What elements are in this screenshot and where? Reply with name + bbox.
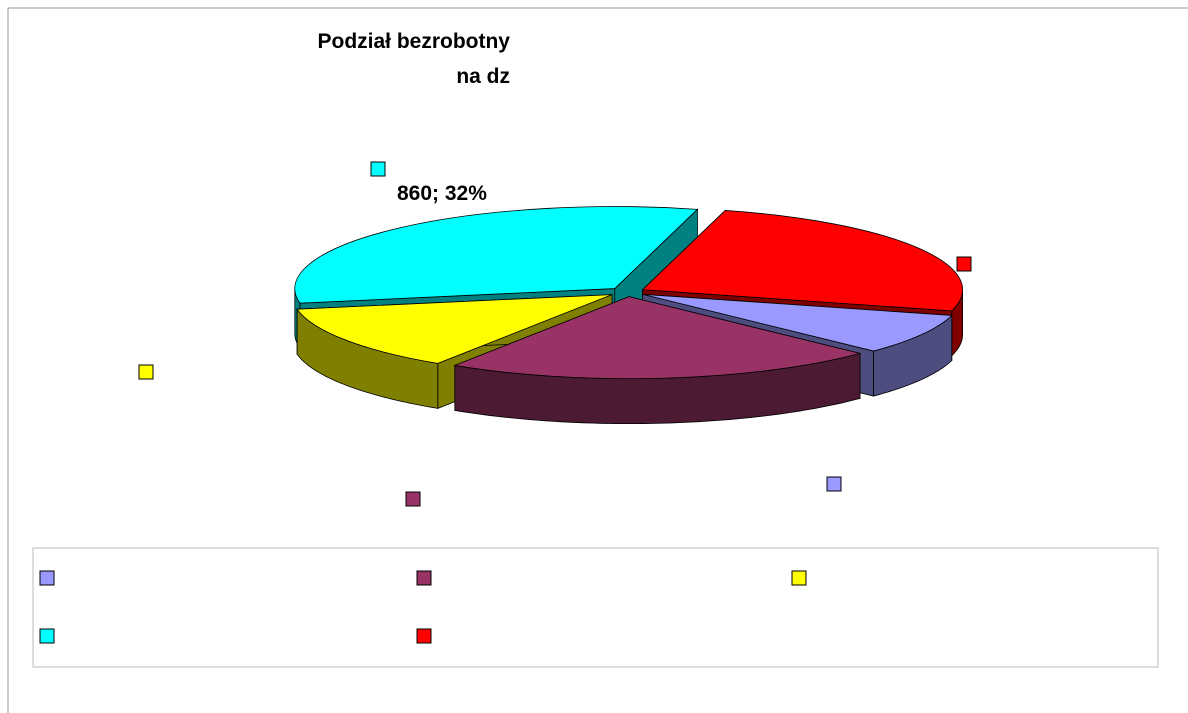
slice [296,294,613,364]
label-key [956,256,972,272]
label-key [138,364,154,380]
chart-title: Podział bezrobotny [317,30,510,53]
pie [294,206,963,425]
slice [453,296,861,380]
label-key [826,476,842,492]
legend-box [32,547,1159,668]
legend-key [416,570,432,586]
legend-key [416,628,432,644]
label-key [405,491,421,507]
slice [642,293,953,352]
chart-title: na dz [456,65,510,88]
data-label: 860; 32% [397,182,487,205]
slice [294,206,699,304]
legend-key [791,570,807,586]
legend-key [39,628,55,644]
legend-key [39,570,55,586]
label-key [370,161,386,177]
slice [641,210,963,312]
labels: 860; 32% [39,161,972,644]
